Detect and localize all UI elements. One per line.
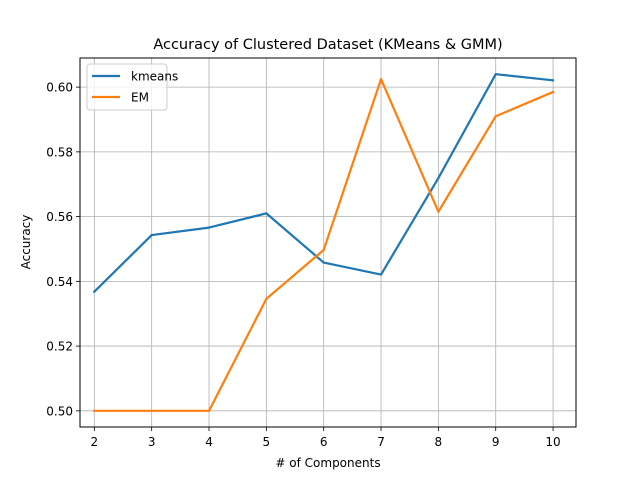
data-point-em [494, 115, 497, 118]
y-tick-label: 0.60 [46, 81, 73, 95]
y-tick-label: 0.58 [46, 145, 73, 159]
legend-label-kmeans: kmeans [131, 70, 178, 84]
x-tick-label: 6 [320, 435, 328, 449]
data-point-em [93, 409, 96, 412]
y-tick-label: 0.54 [46, 275, 73, 289]
x-axis-label: # of Components [275, 456, 380, 470]
legend: kmeans EM [86, 63, 178, 111]
data-point-kmeans [265, 212, 268, 215]
plot-frame [79, 57, 577, 428]
x-tick-label: 2 [91, 435, 99, 449]
x-tick-label: 5 [263, 435, 271, 449]
data-point-em [437, 210, 440, 213]
x-tick-label: 8 [435, 435, 443, 449]
data-point-em [150, 409, 153, 412]
y-axis-label: Accuracy [19, 215, 33, 270]
data-point-kmeans [207, 226, 211, 229]
data-point-kmeans [551, 79, 555, 82]
data-point-em [265, 297, 268, 300]
data-point-kmeans [150, 233, 153, 237]
data-point-em [551, 90, 555, 94]
legend-label-em: EM [131, 91, 149, 105]
grid-lines [80, 58, 576, 427]
data-point-kmeans [93, 290, 96, 293]
data-point-em [207, 409, 211, 412]
y-tick-label: 0.52 [46, 340, 73, 354]
data-point-kmeans [322, 261, 325, 264]
x-tick-label: 10 [545, 435, 560, 449]
data-point-em [322, 248, 325, 252]
data-point-kmeans [494, 73, 497, 76]
y-tick-label: 0.56 [46, 210, 73, 224]
x-tick-label: 4 [205, 435, 213, 449]
data-point-kmeans [437, 176, 440, 180]
data-point-em [379, 77, 383, 81]
x-tick-label: 3 [148, 435, 156, 449]
chart-title: Accuracy of Clustered Dataset (KMeans & … [153, 37, 502, 53]
x-tick-label: 9 [492, 435, 500, 449]
y-tick-label: 0.50 [46, 404, 73, 418]
data-point-kmeans [379, 273, 383, 276]
series-lines [92, 73, 555, 412]
axis-ticks: 2 3 4 5 6 7 8 9 10 0.50 0.52 0.54 0.56 0.58 0.60 [46, 81, 560, 449]
x-tick-label: 7 [377, 435, 385, 449]
